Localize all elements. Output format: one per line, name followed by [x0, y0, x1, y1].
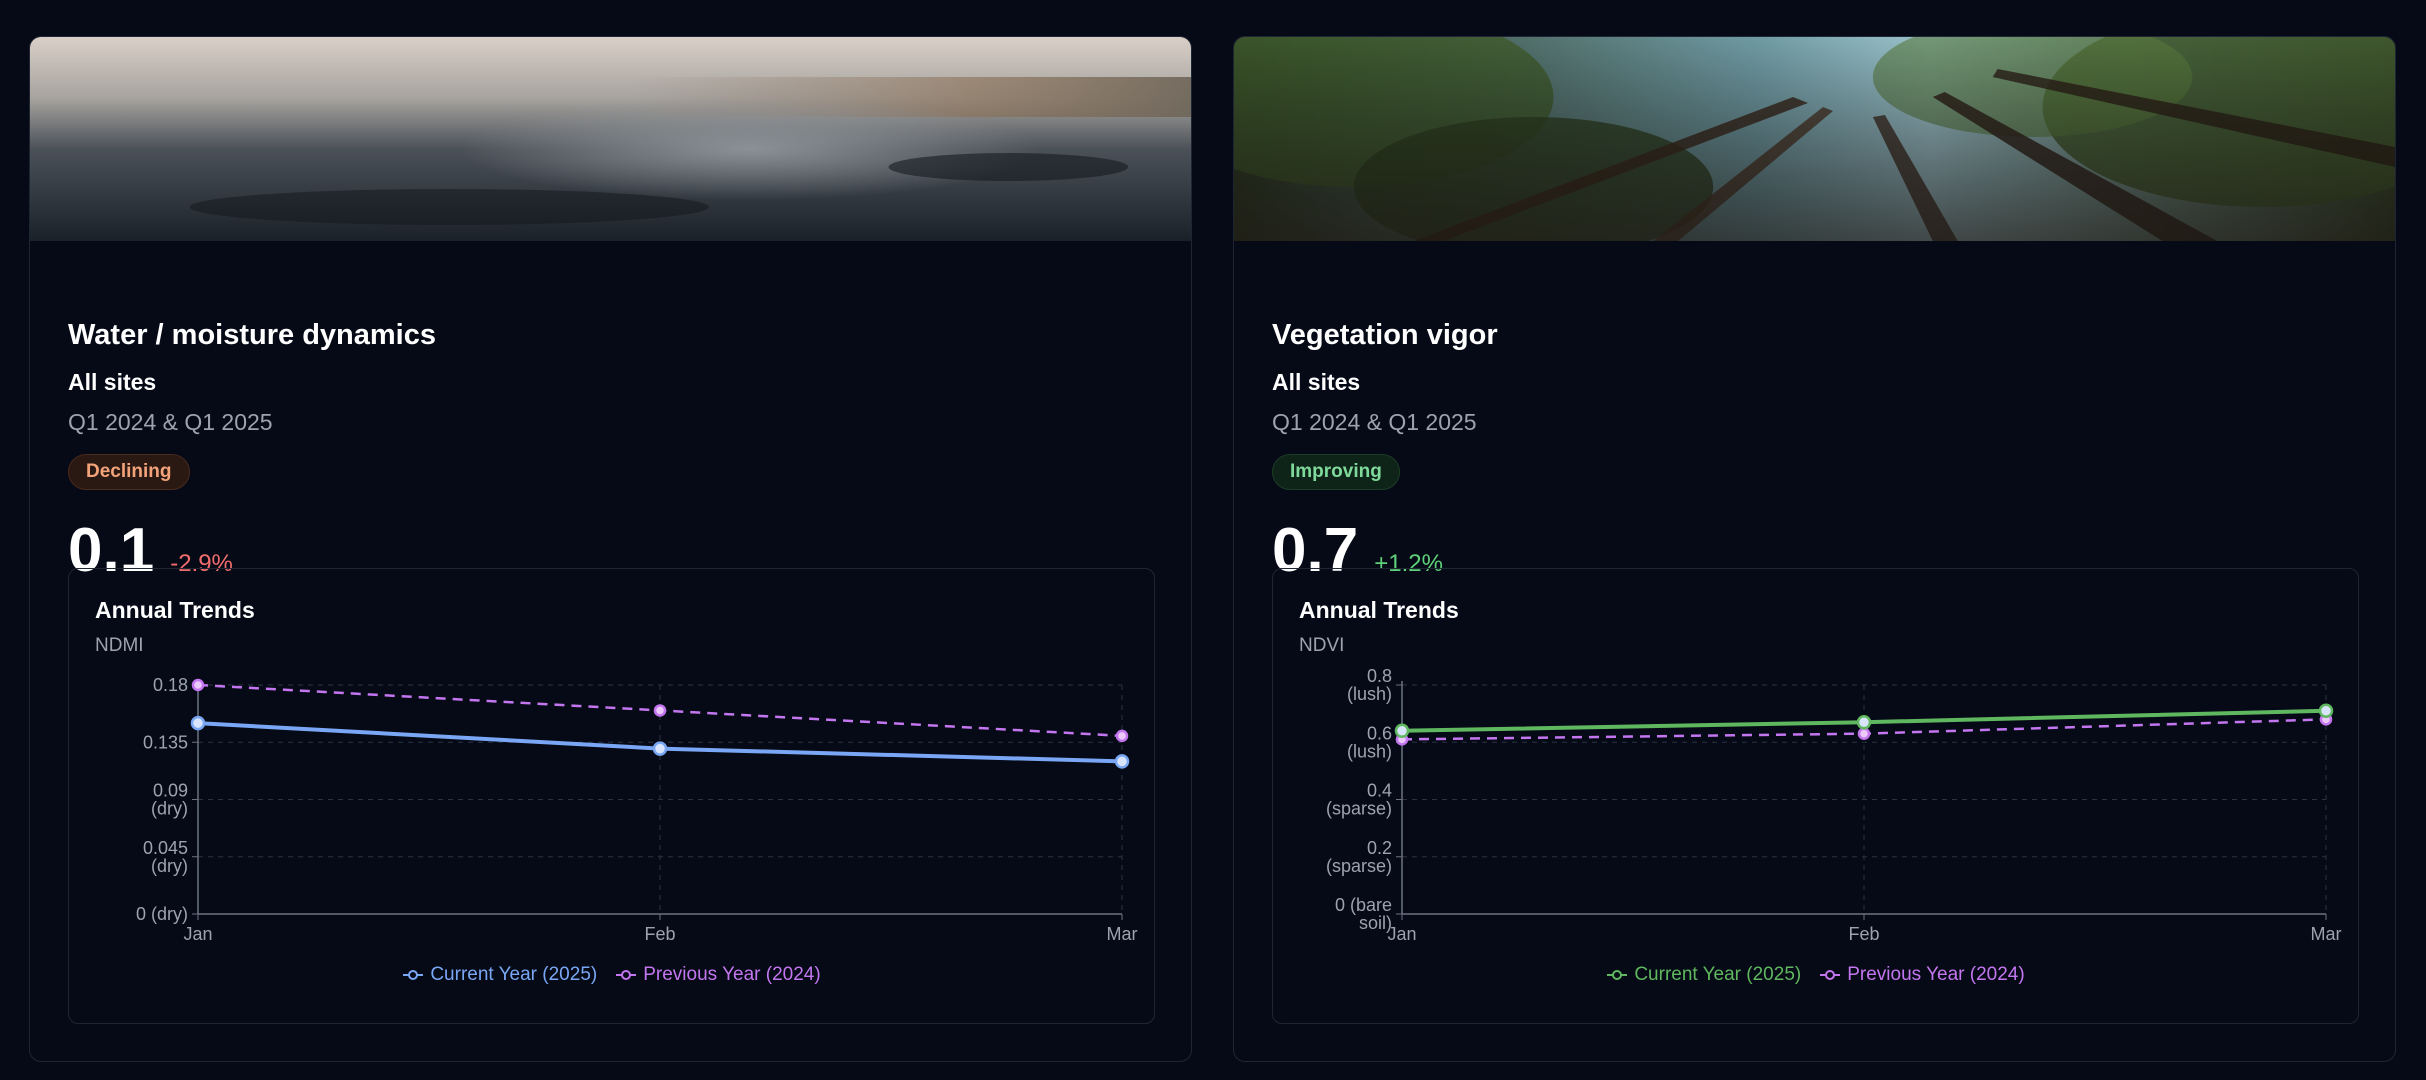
data-point-current	[190, 715, 206, 731]
metric-value: 0.7	[1272, 516, 1359, 585]
legend-item-current[interactable]: Current Year (2025)	[402, 964, 597, 986]
legend-item-previous[interactable]: Previous Year (2024)	[1819, 964, 2025, 986]
card-period: Q1 2024 & Q1 2025	[68, 409, 273, 435]
card-title: Vegetation vigor	[1272, 319, 1498, 351]
forest-canopy-banner	[1234, 37, 2395, 241]
chart-title: Annual Trends	[1299, 597, 1459, 623]
annual-trends-chart: Annual Trends NDVI 0 (bare soil) 0.2 (spars…	[1272, 568, 2359, 1024]
x-tick-label: Mar	[1107, 924, 1138, 944]
data-point-current	[1394, 723, 1410, 739]
y-tick-label: (sparse)	[1326, 799, 1392, 819]
y-tick-label: 0.6	[1367, 723, 1392, 743]
x-tick-label: Feb	[1848, 924, 1879, 944]
annual-trends-chart: Annual Trends NDMI 0 (dry) 0.045 (dry) 0.09…	[68, 568, 1155, 1024]
x-tick-label: Jan	[1387, 924, 1416, 944]
x-tick-label: Mar	[2311, 924, 2342, 944]
data-point-previous	[1857, 727, 1871, 740]
data-point-previous	[653, 704, 667, 717]
data-point-current	[2318, 703, 2334, 719]
legend-label: Current Year (2025)	[430, 964, 598, 985]
legend-item-previous[interactable]: Previous Year (2024)	[615, 964, 821, 986]
x-tick-label: Feb	[644, 924, 675, 944]
metric: 0.1 -2.9%	[68, 515, 233, 586]
chart-legend: Current Year (2025) Previous Year (2024)	[69, 964, 1154, 986]
legend-swatch-current	[1607, 970, 1628, 980]
y-tick-label: 0.09	[153, 781, 188, 801]
metric-value: 0.1	[68, 516, 155, 585]
metric: 0.7 +1.2%	[1272, 515, 1443, 586]
card-title: Water / moisture dynamics	[68, 319, 436, 351]
data-point-previous	[191, 678, 205, 692]
legend-swatch-current	[403, 970, 424, 980]
grid: 0 (baresoil)0.2(sparse)0.4(sparse)0.6(lu…	[1326, 666, 2342, 944]
y-tick-label: (lush)	[1347, 741, 1392, 761]
chart-metric-label: NDMI	[95, 635, 144, 656]
status-badge: Declining	[68, 454, 190, 490]
y-tick-label: 0.135	[143, 732, 188, 752]
card-period: Q1 2024 & Q1 2025	[1272, 409, 1477, 435]
status-badge: Improving	[1272, 454, 1400, 490]
chart-legend: Current Year (2025) Previous Year (2024)	[1273, 964, 2358, 986]
y-tick-label: (sparse)	[1326, 856, 1392, 876]
vegetation-vigor-card[interactable]: Vegetation vigor All sites Q1 2024 & Q1 …	[1233, 36, 2396, 1062]
water-moisture-card[interactable]: Water / moisture dynamics All sites Q1 2…	[29, 36, 1192, 1062]
legend-swatch-previous	[1820, 970, 1841, 980]
y-tick-label: 0.2	[1367, 838, 1392, 858]
y-tick-label: (dry)	[151, 799, 188, 819]
y-tick-label: 0.18	[153, 675, 188, 695]
metric-change: -2.9%	[170, 550, 233, 577]
data-point-current	[1856, 714, 1872, 730]
x-tick-label: Jan	[183, 924, 212, 944]
card-scope: All sites	[1272, 369, 1361, 395]
legend-item-current[interactable]: Current Year (2025)	[1606, 964, 1801, 986]
y-tick-label: (lush)	[1347, 684, 1392, 704]
metric-change: +1.2%	[1374, 550, 1443, 577]
legend-label: Previous Year (2024)	[643, 964, 821, 985]
card-scope: All sites	[68, 369, 157, 395]
chart-metric-label: NDVI	[1299, 635, 1345, 656]
line-chart[interactable]: 0 (baresoil)0.2(sparse)0.4(sparse)0.6(lu…	[1273, 569, 2360, 1025]
legend-label: Current Year (2025)	[1634, 964, 1802, 985]
y-tick-label: 0.8	[1367, 666, 1392, 686]
legend-label: Previous Year (2024)	[1847, 964, 2025, 985]
legend-swatch-previous	[616, 970, 637, 980]
y-tick-label: 0 (bare	[1335, 895, 1392, 915]
water-blur-banner	[30, 37, 1191, 241]
y-tick-label: 0.4	[1367, 781, 1392, 801]
data-point-current	[1114, 754, 1130, 769]
chart-title: Annual Trends	[95, 597, 255, 623]
y-tick-label: soil)	[1359, 913, 1392, 933]
data-point-previous	[1115, 729, 1129, 743]
y-tick-label: 0.045	[143, 838, 188, 858]
y-tick-label: (dry)	[151, 856, 188, 876]
y-tick-label: 0 (dry)	[136, 904, 188, 924]
data-point-current	[652, 741, 668, 756]
